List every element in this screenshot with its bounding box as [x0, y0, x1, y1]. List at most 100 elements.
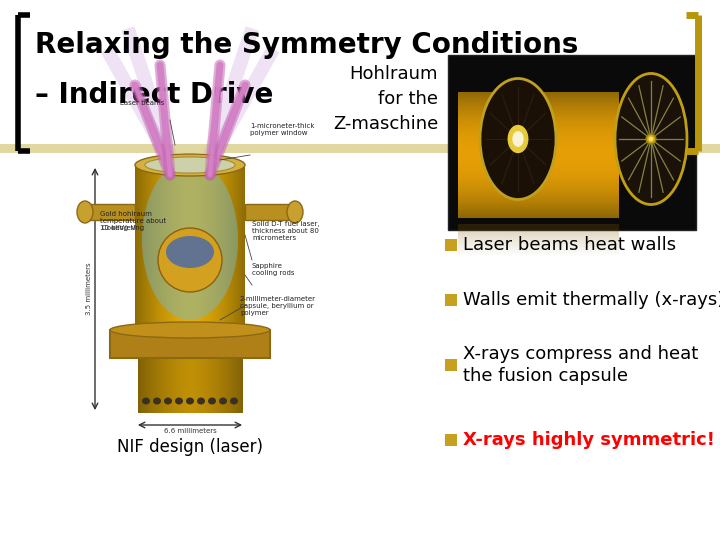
Bar: [458, 142, 619, 143]
Bar: [179, 358, 180, 413]
Bar: [458, 93, 619, 94]
Bar: [173, 165, 174, 335]
Bar: [188, 358, 189, 413]
Bar: [458, 104, 619, 105]
Bar: [182, 358, 183, 413]
Bar: [196, 165, 197, 335]
Bar: [236, 358, 237, 413]
Bar: [239, 165, 240, 335]
Ellipse shape: [158, 228, 222, 292]
Ellipse shape: [197, 397, 205, 404]
Bar: [458, 242, 619, 243]
Bar: [151, 358, 152, 413]
Bar: [230, 358, 231, 413]
Bar: [245, 204, 295, 220]
Text: Laser beams: Laser beams: [120, 100, 164, 106]
Bar: [175, 165, 176, 335]
Bar: [232, 358, 233, 413]
Bar: [458, 238, 619, 239]
Ellipse shape: [649, 137, 654, 141]
Bar: [458, 208, 619, 209]
Bar: [187, 165, 188, 335]
Bar: [458, 236, 619, 237]
Ellipse shape: [153, 397, 161, 404]
Bar: [153, 358, 154, 413]
Bar: [458, 128, 619, 129]
Bar: [237, 358, 238, 413]
Bar: [201, 165, 202, 335]
Bar: [458, 166, 619, 167]
Bar: [458, 175, 619, 176]
Bar: [458, 169, 619, 170]
Bar: [458, 216, 619, 217]
Bar: [458, 210, 619, 211]
Bar: [458, 162, 619, 163]
Bar: [178, 165, 179, 335]
Bar: [192, 165, 193, 335]
Bar: [85, 204, 135, 220]
Bar: [458, 111, 619, 112]
Bar: [210, 358, 211, 413]
Bar: [187, 358, 188, 413]
Bar: [458, 136, 619, 137]
Text: X-rays highly symmetric!: X-rays highly symmetric!: [463, 431, 715, 449]
Bar: [243, 165, 244, 335]
Bar: [205, 358, 206, 413]
Bar: [458, 103, 619, 104]
Bar: [201, 358, 202, 413]
Bar: [228, 165, 229, 335]
Bar: [231, 358, 232, 413]
Text: 2-millimeter-diameter
capsule, beryllium or
polymer: 2-millimeter-diameter capsule, beryllium…: [240, 296, 316, 316]
Bar: [210, 165, 211, 335]
Bar: [458, 107, 619, 108]
Bar: [241, 358, 242, 413]
Bar: [159, 165, 160, 335]
Bar: [458, 233, 619, 234]
Bar: [458, 120, 619, 121]
Bar: [458, 251, 619, 252]
Bar: [458, 246, 619, 247]
Bar: [223, 358, 224, 413]
Ellipse shape: [513, 131, 523, 147]
Bar: [458, 205, 619, 206]
Bar: [458, 213, 619, 214]
Bar: [458, 174, 619, 175]
Ellipse shape: [208, 397, 216, 404]
Bar: [202, 165, 203, 335]
Bar: [135, 165, 136, 335]
Bar: [167, 358, 168, 413]
Bar: [458, 177, 619, 178]
Bar: [181, 165, 182, 335]
Bar: [232, 165, 233, 335]
Bar: [458, 149, 619, 150]
Ellipse shape: [142, 160, 238, 320]
Bar: [458, 92, 619, 93]
Bar: [194, 165, 195, 335]
Bar: [193, 165, 194, 335]
Bar: [143, 165, 144, 335]
Bar: [222, 165, 223, 335]
Bar: [458, 114, 619, 115]
Ellipse shape: [230, 397, 238, 404]
Bar: [224, 165, 225, 335]
Bar: [227, 358, 228, 413]
Bar: [164, 358, 165, 413]
Bar: [171, 165, 172, 335]
Bar: [458, 158, 619, 159]
Bar: [458, 239, 619, 240]
Bar: [458, 232, 619, 233]
Bar: [218, 358, 219, 413]
Bar: [458, 183, 619, 184]
Bar: [149, 358, 150, 413]
Bar: [458, 182, 619, 183]
Bar: [206, 358, 207, 413]
Bar: [213, 165, 214, 335]
Bar: [179, 165, 180, 335]
Bar: [458, 186, 619, 187]
Text: Sapphire
cooling rods: Sapphire cooling rods: [252, 263, 294, 276]
Bar: [192, 358, 193, 413]
Bar: [458, 204, 619, 205]
Bar: [458, 139, 619, 140]
Bar: [233, 165, 234, 335]
Bar: [458, 110, 619, 111]
